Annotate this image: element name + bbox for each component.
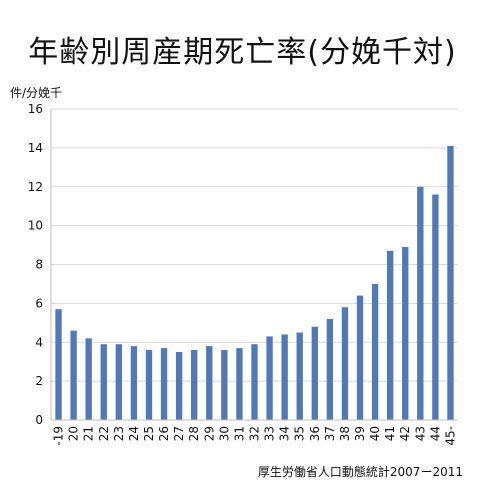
bar <box>70 330 77 420</box>
x-tick-label: 31 <box>232 426 246 441</box>
bar <box>432 194 439 420</box>
bar <box>115 344 122 420</box>
bar <box>417 186 424 420</box>
x-tick-label: 28 <box>187 426 201 441</box>
x-tick-label: 23 <box>112 426 126 441</box>
y-tick-label: 0 <box>35 413 43 427</box>
bar <box>447 145 454 420</box>
bar <box>191 350 198 420</box>
chart-title: 年齢別周産期死亡率(分娩千対) <box>28 35 457 70</box>
y-axis-unit-label: 件/分娩千 <box>10 86 63 100</box>
bar <box>85 338 92 420</box>
bar <box>236 348 243 420</box>
x-tick-label: 35 <box>293 426 307 441</box>
x-tick-label: 20 <box>67 426 81 441</box>
bar <box>206 346 213 420</box>
bar <box>100 344 107 420</box>
x-tick-label: 32 <box>248 426 262 441</box>
bar <box>175 351 183 420</box>
bar <box>251 344 258 420</box>
x-tick-label: 42 <box>398 426 412 441</box>
x-tick-label: 24 <box>127 426 141 441</box>
bar <box>145 350 153 420</box>
x-tick-label: 29 <box>202 426 216 441</box>
x-tick-label: 44 <box>428 426 442 441</box>
x-tick-label: 36 <box>308 426 322 441</box>
y-tick-label: 8 <box>35 258 43 272</box>
x-tick-label: 30 <box>217 426 231 441</box>
x-tick-label: 25 <box>142 426 156 441</box>
y-tick-label: 14 <box>28 141 43 155</box>
bar <box>266 336 273 420</box>
y-tick-label: 2 <box>35 374 43 388</box>
bar <box>402 247 409 420</box>
x-tick-label: 26 <box>157 426 171 441</box>
bar <box>387 250 394 420</box>
bar <box>341 307 349 420</box>
x-tick-label: 39 <box>353 426 367 441</box>
source-note: 厚生労働省人口動態統計2007ー2011 <box>257 465 463 479</box>
bar <box>356 295 364 420</box>
x-tick-label: 27 <box>172 426 186 441</box>
x-tick-label: 22 <box>97 426 111 441</box>
bar <box>311 326 318 420</box>
x-tick-label: 38 <box>338 426 352 441</box>
bar <box>130 346 138 420</box>
x-tick-label: 34 <box>278 426 292 441</box>
bar <box>296 332 303 420</box>
bar <box>160 348 168 420</box>
x-tick-label: 37 <box>323 426 337 441</box>
bar <box>221 350 228 420</box>
bar <box>55 309 62 420</box>
x-tick-label: -19 <box>52 426 66 446</box>
x-tick-label: 21 <box>82 426 96 441</box>
x-tick-label: 40 <box>368 426 382 441</box>
y-tick-label: 10 <box>28 219 43 233</box>
bar <box>281 334 288 420</box>
x-tick-label: 45- <box>443 426 457 446</box>
x-tick-label: 43 <box>413 426 427 441</box>
x-tick-label: 33 <box>263 426 277 441</box>
y-tick-label: 4 <box>35 335 43 349</box>
bar <box>326 318 334 420</box>
y-tick-label: 16 <box>28 102 43 116</box>
x-tick-label: 41 <box>383 426 397 441</box>
y-tick-label: 12 <box>28 180 43 194</box>
y-tick-label: 6 <box>35 296 43 310</box>
bar <box>371 283 379 420</box>
